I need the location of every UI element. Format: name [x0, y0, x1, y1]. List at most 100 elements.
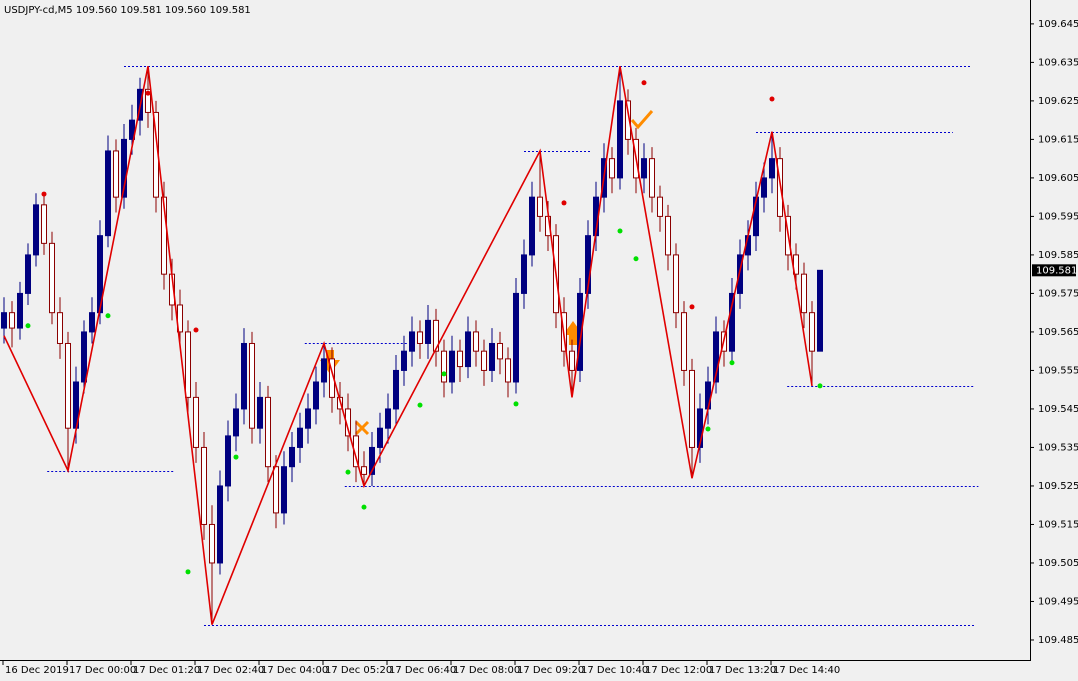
- resistance-dot: [193, 327, 199, 333]
- candle-body: [753, 196, 759, 237]
- current-price-label: 109.581: [1036, 265, 1077, 276]
- support-dot: [513, 401, 519, 407]
- candle-body: [681, 312, 687, 371]
- candle-body: [665, 215, 671, 256]
- resistance-dot: [689, 304, 695, 310]
- candle-body: [113, 150, 119, 198]
- current-price-box: [1032, 264, 1076, 277]
- candle-body: [249, 342, 255, 429]
- candle-body: [449, 350, 455, 383]
- candle-body: [225, 435, 231, 487]
- candle-body: [193, 396, 199, 448]
- support-dot: [417, 402, 423, 408]
- candle-body: [817, 269, 823, 352]
- buy-arrow: [563, 321, 583, 345]
- candle-body: [689, 369, 695, 448]
- x-tick-label: 17 Dec 06:40: [389, 665, 456, 676]
- candle-body: [417, 331, 423, 344]
- candle-body: [569, 350, 575, 371]
- candle-body: [273, 466, 279, 514]
- resistance-dot: [769, 96, 775, 102]
- candle-body: [297, 427, 303, 448]
- candle-body: [433, 319, 439, 352]
- candle-body: [809, 312, 815, 352]
- resistance-dot: [561, 200, 567, 206]
- x-tick-label: 17 Dec 08:00: [453, 665, 520, 676]
- plot: [1, 66, 979, 626]
- x-tick-label: 17 Dec 14:40: [773, 665, 840, 676]
- exit-cross: [354, 420, 370, 436]
- candle-body: [17, 292, 23, 329]
- check-mark: [630, 110, 654, 130]
- candle-body: [161, 196, 167, 275]
- candle-body: [145, 88, 151, 113]
- resistance-dot: [145, 90, 151, 96]
- y-tick-label: 109.495: [1038, 596, 1078, 607]
- candle-body: [673, 254, 679, 314]
- candle-body: [409, 331, 415, 352]
- x-tick-label: 17 Dec 00:00: [69, 665, 136, 676]
- candle-body: [377, 427, 383, 448]
- x-tick-label: 17 Dec 02:40: [197, 665, 264, 676]
- candle-body: [441, 350, 447, 383]
- candle-body: [369, 446, 375, 475]
- candle-body: [185, 331, 191, 398]
- candle-body: [425, 319, 431, 344]
- x-tick-label: 17 Dec 09:20: [517, 665, 584, 676]
- candle-body: [25, 254, 31, 294]
- x-tick-label: 17 Dec 05:20: [325, 665, 392, 676]
- candle-body: [769, 158, 775, 179]
- y-tick-label: 109.505: [1038, 558, 1078, 569]
- candle-body: [697, 408, 703, 448]
- zigzag-line: [3, 66, 813, 625]
- resistance-dot: [641, 80, 647, 86]
- candle-body: [89, 312, 95, 333]
- candle-body: [129, 119, 135, 140]
- y-tick-label: 109.535: [1038, 442, 1078, 453]
- candle-body: [281, 466, 287, 514]
- y-tick-label: 109.515: [1038, 519, 1078, 530]
- candle-body: [505, 358, 511, 383]
- candle-body: [305, 408, 311, 429]
- candle-body: [41, 204, 47, 244]
- y-tick-label: 109.575: [1038, 288, 1078, 299]
- candle-body: [265, 396, 271, 468]
- candle-body: [497, 342, 503, 360]
- candle-body: [801, 273, 807, 314]
- y-tick-label: 109.525: [1038, 481, 1078, 492]
- support-dot: [345, 469, 351, 475]
- support-dot: [441, 371, 447, 377]
- candle-body: [737, 254, 743, 294]
- x-tick-label: 17 Dec 12:00: [645, 665, 712, 676]
- candle-body: [289, 446, 295, 468]
- candle-body: [9, 312, 15, 329]
- y-tick-label: 109.555: [1038, 365, 1078, 376]
- candle-body: [457, 350, 463, 368]
- candle-body: [577, 292, 583, 371]
- candle-body: [385, 408, 391, 429]
- support-dot: [617, 228, 623, 234]
- candle-body: [729, 292, 735, 352]
- y-tick-label: 109.605: [1038, 173, 1078, 184]
- chart-title: USDJPY-cd,M5 109.560 109.581 109.560 109…: [4, 5, 251, 16]
- support-dot: [729, 360, 735, 366]
- x-tick-label: 17 Dec 01:20: [133, 665, 200, 676]
- candle-body: [609, 158, 615, 179]
- support-dot: [25, 323, 31, 329]
- candle-body: [465, 331, 471, 368]
- support-dot: [817, 383, 823, 389]
- support-dot: [105, 313, 111, 319]
- candle-body: [65, 342, 71, 429]
- candle-body: [393, 369, 399, 410]
- support-dot: [705, 426, 711, 432]
- candle-body: [513, 292, 519, 383]
- candle-body: [713, 331, 719, 383]
- y-tick-label: 109.565: [1038, 327, 1078, 338]
- candle-body: [617, 100, 623, 179]
- candle-body: [657, 196, 663, 217]
- candle-body: [529, 196, 535, 256]
- candle-body: [105, 150, 111, 237]
- x-tick-label: 17 Dec 04:00: [261, 665, 328, 676]
